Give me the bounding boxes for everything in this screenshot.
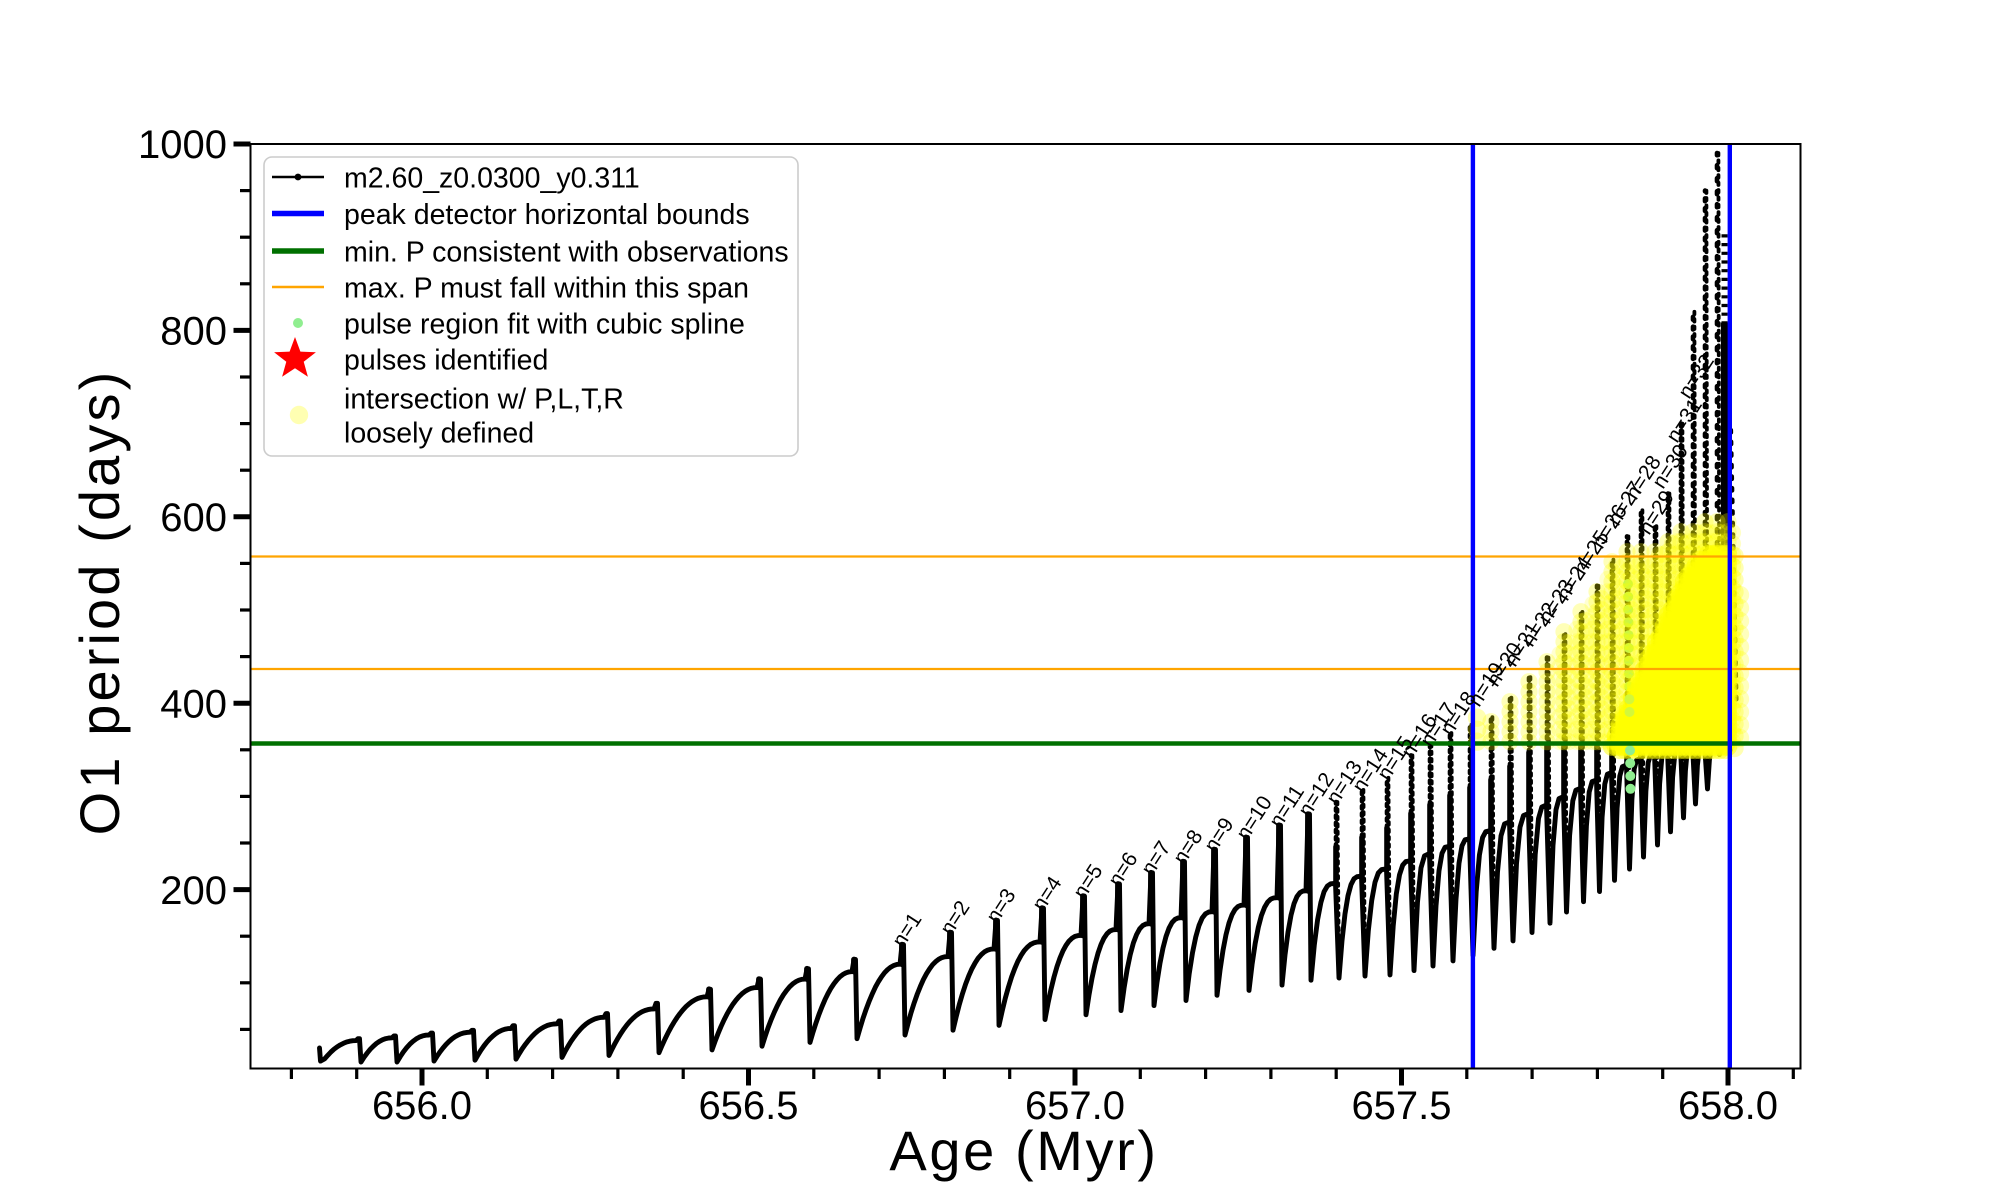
svg-text:1000: 1000 <box>138 123 227 167</box>
svg-text:pulse region fit with cubic sp: pulse region fit with cubic spline <box>344 309 745 341</box>
svg-text:657.0: 657.0 <box>1025 1084 1125 1128</box>
svg-text:m2.60_z0.0300_y0.311: m2.60_z0.0300_y0.311 <box>344 163 640 195</box>
svg-text:pulses identified: pulses identified <box>344 345 548 377</box>
svg-text:Age (Myr): Age (Myr) <box>889 1119 1158 1182</box>
svg-text:400: 400 <box>160 682 227 726</box>
svg-text:min. P consistent with observa: min. P consistent with observations <box>344 237 789 269</box>
svg-text:max. P must fall within this s: max. P must fall within this span <box>344 273 749 305</box>
svg-text:O1 period (days): O1 period (days) <box>68 369 131 836</box>
svg-text:657.5: 657.5 <box>1351 1084 1451 1128</box>
svg-text:656.0: 656.0 <box>372 1084 472 1128</box>
svg-text:600: 600 <box>160 496 227 540</box>
svg-text:658.0: 658.0 <box>1678 1084 1778 1128</box>
svg-text:loosely defined: loosely defined <box>344 418 534 450</box>
svg-text:peak detector horizontal bound: peak detector horizontal bounds <box>344 199 750 231</box>
svg-text:800: 800 <box>160 310 227 354</box>
svg-text:intersection w/ P,L,T,R: intersection w/ P,L,T,R <box>344 384 624 416</box>
svg-text:656.5: 656.5 <box>698 1084 798 1128</box>
svg-text:200: 200 <box>160 869 227 913</box>
